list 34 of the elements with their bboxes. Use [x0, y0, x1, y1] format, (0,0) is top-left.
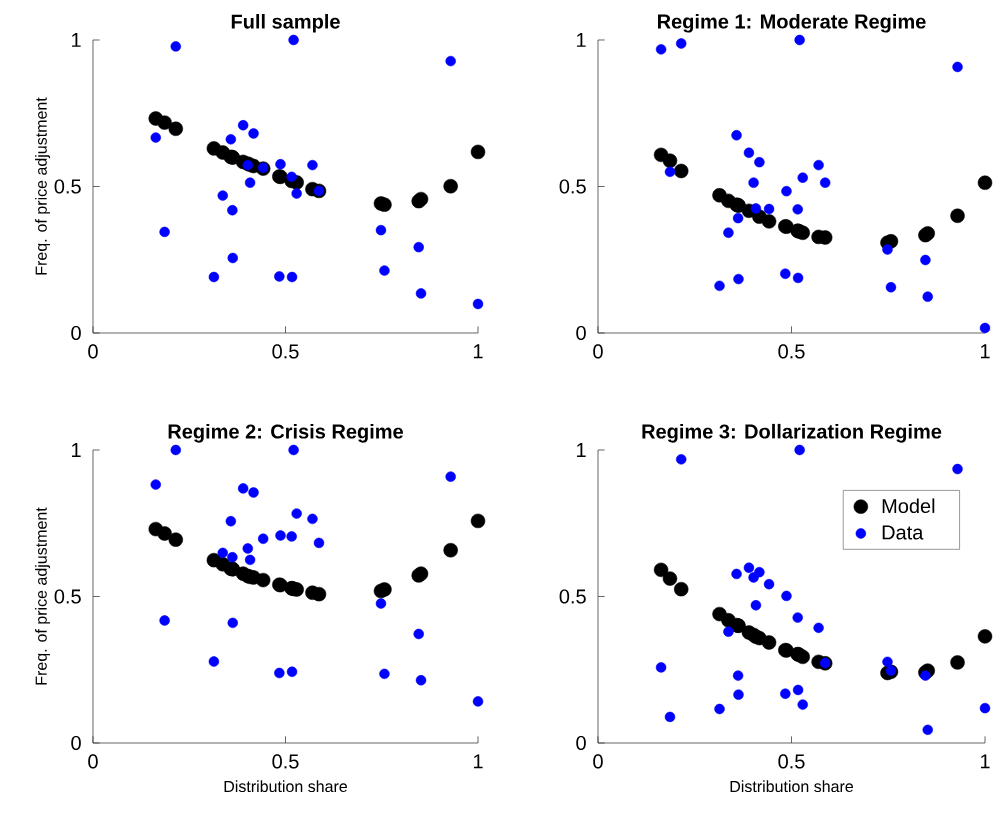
x-tick-label: 1: [473, 754, 483, 769]
legend-label: Model: [882, 498, 935, 514]
y-axis-title: Freq. of price adjustment: [35, 507, 50, 685]
x-tick-label: 0: [88, 344, 98, 359]
y-tick-label: 0: [71, 735, 81, 751]
x-tick-label: 1: [980, 344, 990, 359]
x-axis-title: Distribution share: [224, 780, 347, 793]
x-tick-label: 0: [88, 754, 98, 769]
y-tick-label: 1: [577, 33, 586, 47]
chart-title: Regime 3: Dollarization Regime: [642, 423, 942, 443]
y-tick-label: 0.5: [559, 179, 586, 194]
y-tick-label: 0: [576, 325, 586, 341]
y-tick-label: 0: [576, 735, 586, 751]
chart-title: Full sample: [231, 13, 340, 33]
y-tick-label: 0.5: [54, 179, 81, 194]
x-axis-title: Distribution share: [730, 780, 853, 793]
x-tick-label: 1: [980, 754, 990, 769]
x-tick-label: 0.5: [778, 754, 805, 769]
legend-label: Data: [882, 525, 924, 540]
x-tick-label: 0.5: [778, 344, 805, 359]
x-tick-label: 0.5: [272, 344, 299, 359]
x-tick-label: 0.5: [272, 754, 299, 769]
x-tick-label: 1: [473, 344, 483, 359]
x-tick-label: 0: [593, 344, 603, 359]
x-tick-label: 0: [593, 754, 603, 769]
y-tick-label: 1: [72, 33, 81, 47]
y-tick-label: 1: [577, 443, 586, 457]
y-tick-label: 0: [71, 325, 81, 341]
chart-title: Regime 1: Moderate Regime: [657, 13, 926, 33]
y-axis-title: Freq. of price adjustment: [35, 97, 50, 275]
chart-title: Regime 2: Crisis Regime: [168, 423, 403, 443]
y-tick-label: 0.5: [54, 589, 81, 604]
y-tick-label: 1: [72, 443, 81, 457]
y-tick-label: 0.5: [559, 589, 586, 604]
